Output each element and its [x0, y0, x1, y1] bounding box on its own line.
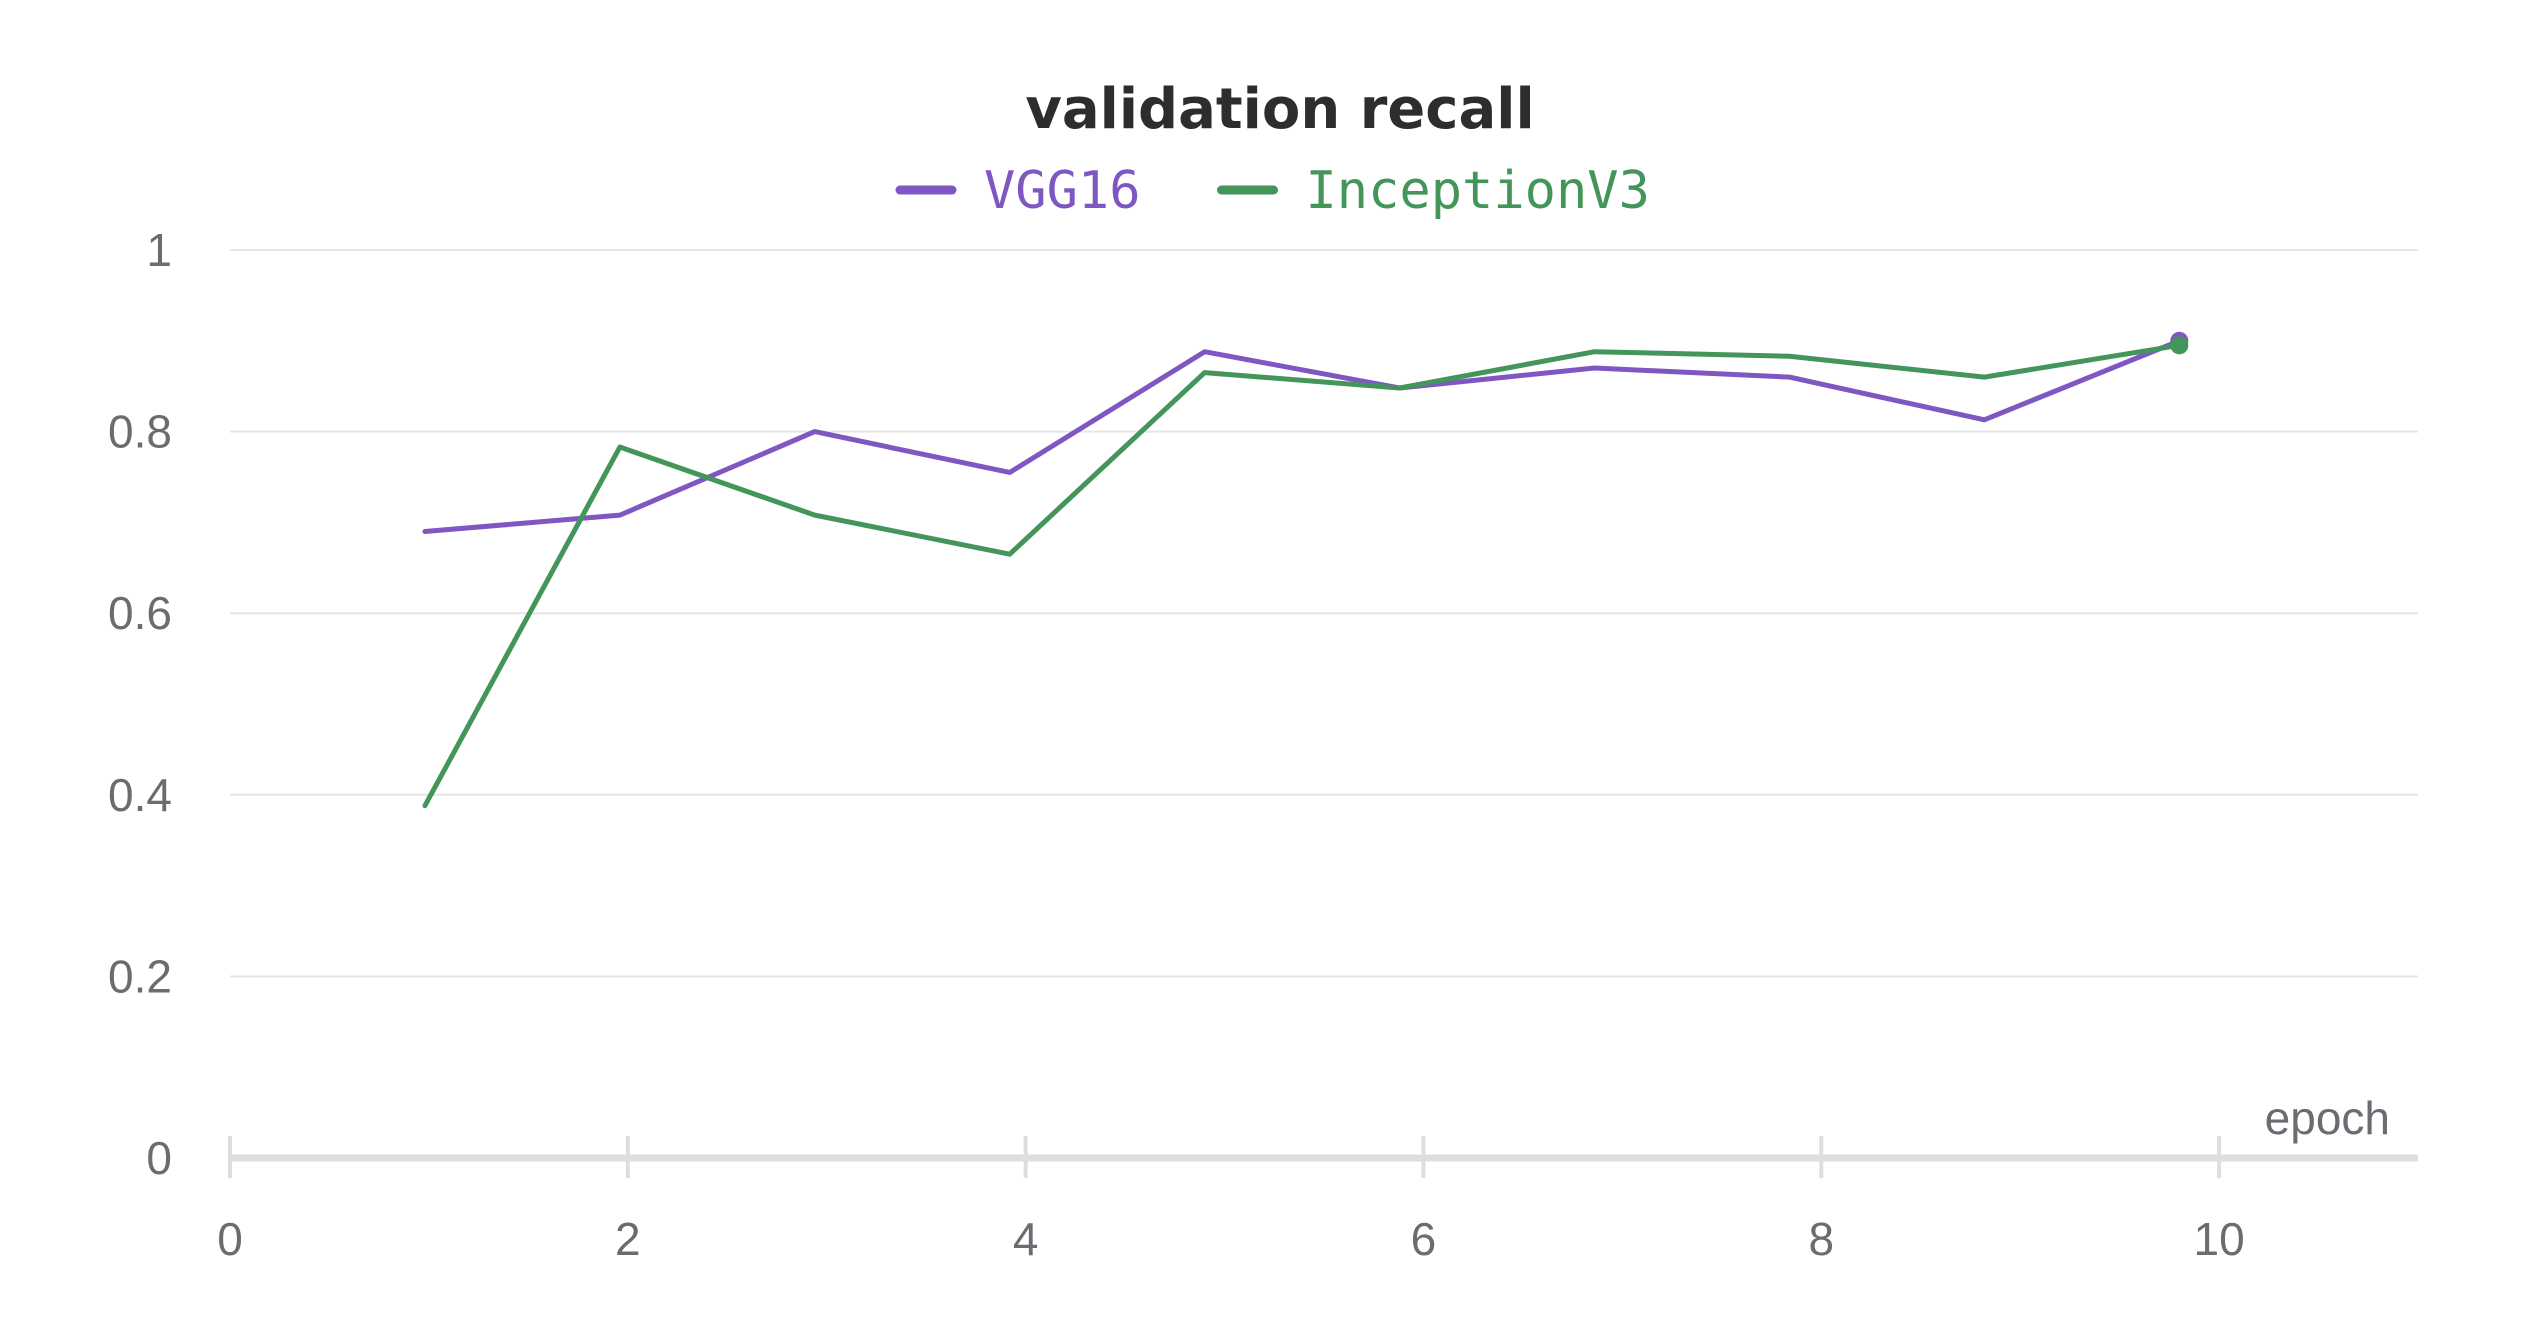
- chart-title: validation recall: [1025, 77, 1534, 142]
- y-tick-label: 0.8: [108, 406, 172, 458]
- legend-label-inceptionv3: InceptionV3: [1306, 161, 1650, 221]
- x-axis-ticks: 0 2 4 6 8 10: [217, 1136, 2245, 1265]
- y-tick-label: 1: [146, 224, 172, 276]
- series-line-inceptionv3: [422, 342, 2182, 809]
- series-lines: [422, 331, 2189, 809]
- legend-label-vgg16: VGG16: [984, 161, 1141, 221]
- y-tick-label: 0.6: [108, 587, 172, 639]
- x-tick-label: 10: [2194, 1213, 2245, 1265]
- y-tick-label: 0.2: [108, 950, 172, 1002]
- series-endpoint-inceptionv3: [2170, 336, 2189, 355]
- x-axis-label: epoch: [2265, 1092, 2390, 1144]
- y-tick-label: 0: [146, 1132, 172, 1184]
- y-tick-label: 0.4: [108, 769, 172, 821]
- x-tick-label: 8: [1808, 1213, 1834, 1265]
- legend-item-vgg16[interactable]: VGG16: [895, 161, 1141, 221]
- x-tick-label: 0: [217, 1213, 243, 1265]
- x-tick-label: 6: [1411, 1213, 1437, 1265]
- legend[interactable]: VGG16 InceptionV3: [895, 161, 1650, 221]
- grid-lines: [230, 249, 2418, 978]
- x-tick-label: 4: [1013, 1213, 1039, 1265]
- series-line-vgg16: [422, 338, 2182, 534]
- legend-item-inceptionv3[interactable]: InceptionV3: [1217, 161, 1650, 221]
- y-axis-ticks: 0 0.2 0.4 0.6 0.8 1: [108, 224, 172, 1184]
- x-tick-label: 2: [615, 1213, 641, 1265]
